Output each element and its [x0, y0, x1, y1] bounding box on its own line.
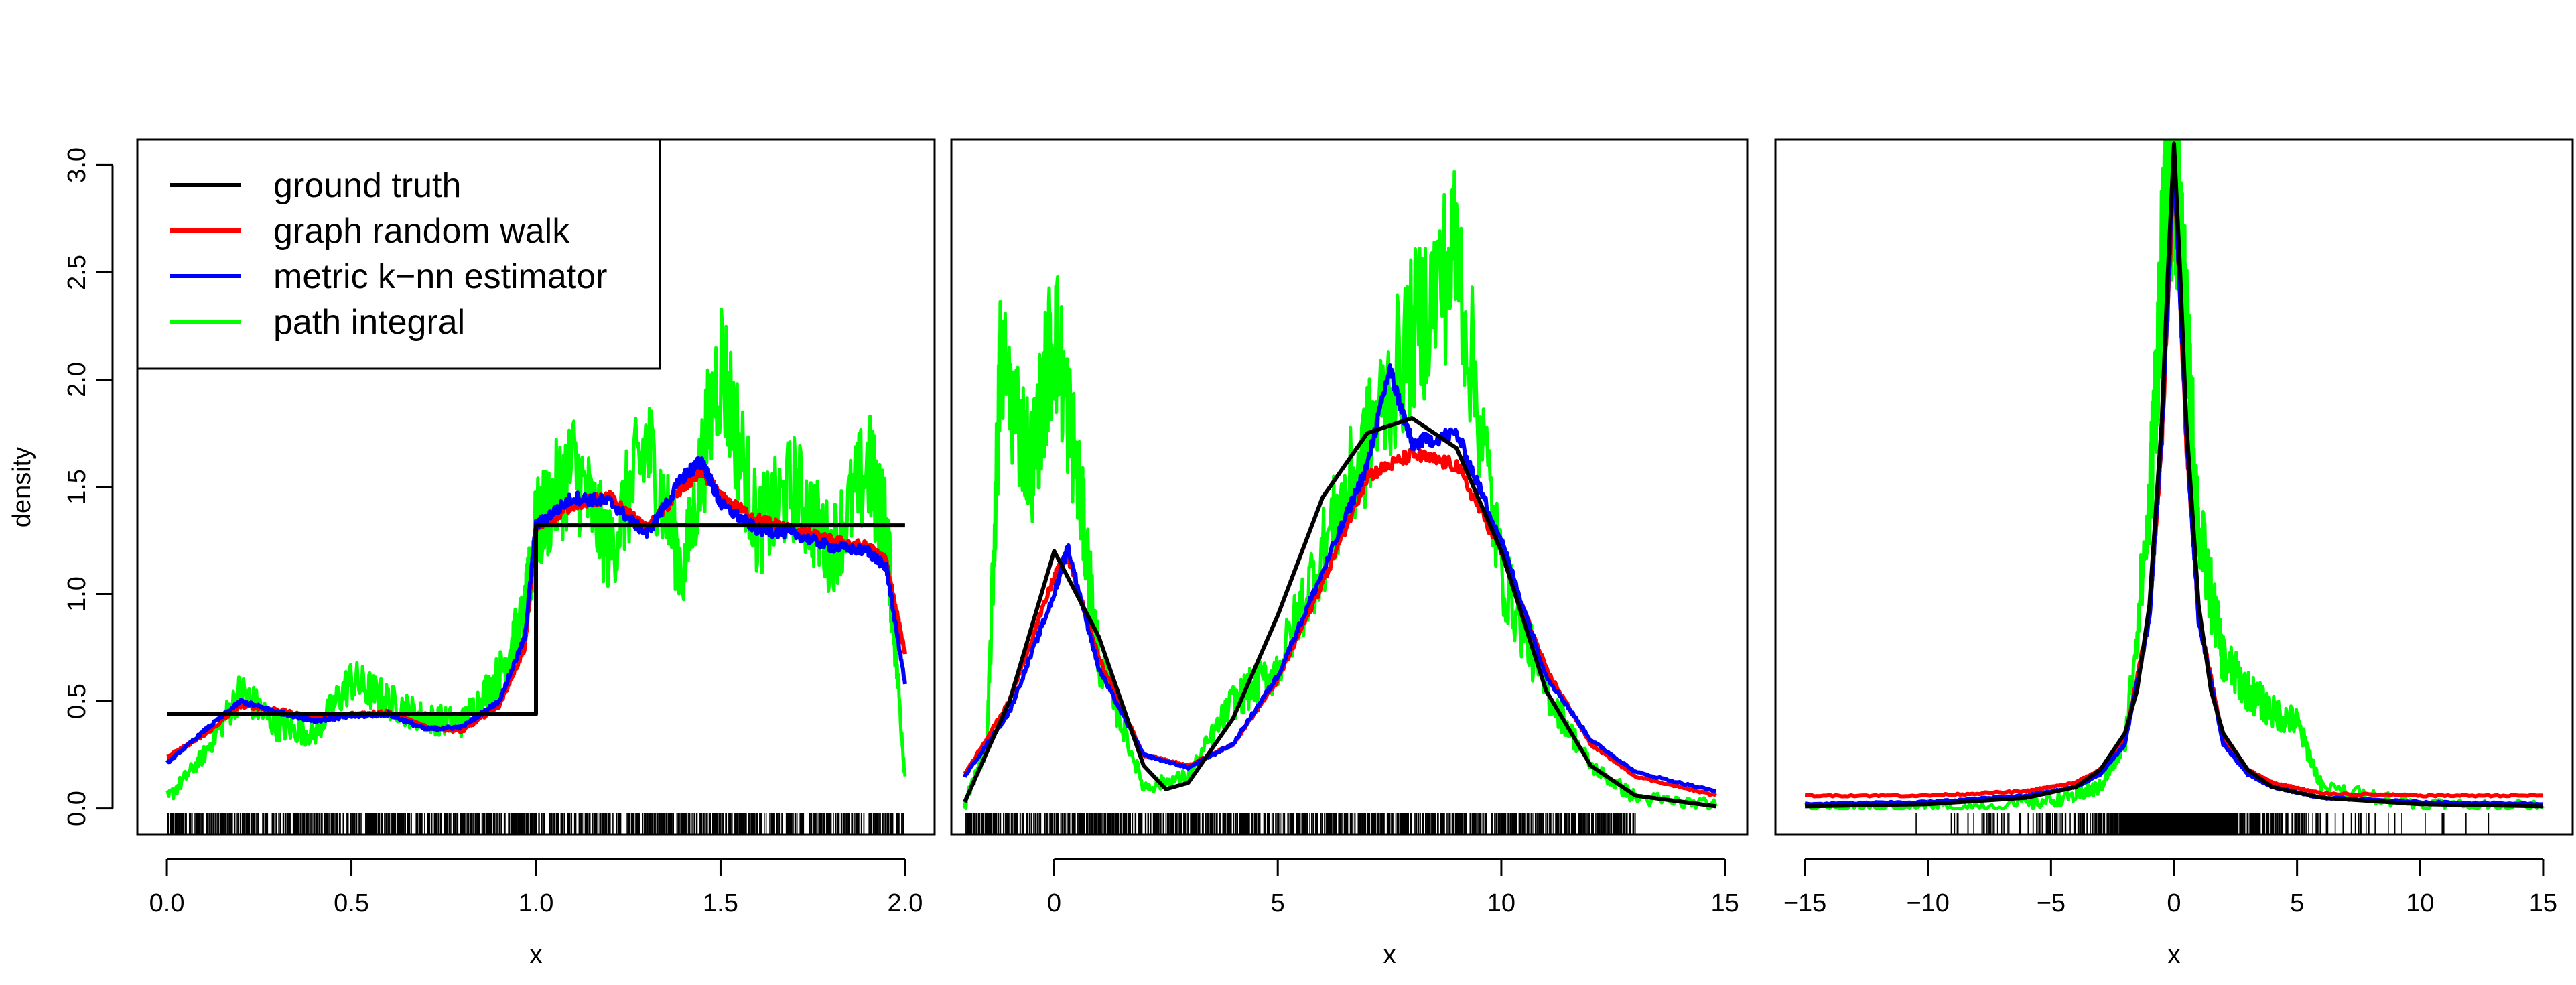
x-axis: 0 5 10 15 x — [1047, 858, 1739, 969]
rug — [167, 812, 904, 834]
panels: 0.0 0.5 1.0 1.5 2.0 x 0.0 0.5 1.0 1.5 2.0 2.5 3.0 gro… — [63, 138, 2574, 969]
x-tick-label: 10 — [1487, 889, 1515, 917]
plot-frame — [950, 138, 1749, 836]
x-tick-label: 5 — [1271, 889, 1285, 917]
plot-area — [963, 170, 1718, 834]
panel-3: −15 −10 −5 0 5 10 15 x — [1774, 138, 2574, 969]
x-tick-label: 0.5 — [334, 889, 369, 917]
plot-area — [165, 308, 907, 834]
rug — [1915, 812, 2490, 834]
y-tick-label: 0.5 — [63, 683, 91, 719]
y-tick-label: 3.0 — [63, 147, 91, 183]
series-line-ground-truth — [167, 523, 905, 716]
x-axis: 0.0 0.5 1.0 1.5 2.0 x — [149, 858, 923, 969]
legend: ground truth graph random walk metric k−nn… — [136, 138, 661, 370]
x-tick-label: 15 — [2529, 889, 2557, 917]
plot-frame — [1774, 138, 2574, 836]
x-tick-label: 0 — [1047, 889, 1061, 917]
x-axis-label: x — [530, 941, 543, 969]
legend-label: metric k−nn estimator — [273, 257, 608, 296]
x-tick-label: 0.0 — [149, 889, 185, 917]
x-tick-label: 5 — [2290, 889, 2304, 917]
x-tick-label: 1.5 — [703, 889, 738, 917]
legend-label: path integral — [273, 303, 465, 342]
x-tick-label: −15 — [1783, 889, 1826, 917]
x-tick-label: 10 — [2406, 889, 2434, 917]
series-line-ground-truth — [1805, 141, 2543, 809]
x-tick-label: 15 — [1710, 889, 1739, 917]
panel-1: 0.0 0.5 1.0 1.5 2.0 x 0.0 0.5 1.0 1.5 2.0 2.5 3.0 gro… — [63, 138, 936, 969]
y-axis-label: density — [8, 447, 36, 527]
y-axis: 0.0 0.5 1.0 1.5 2.0 2.5 3.0 — [63, 147, 114, 826]
y-tick-label: 0.0 — [63, 791, 91, 826]
x-axis-label: x — [1383, 941, 1396, 969]
rug — [965, 812, 1636, 834]
panel-2: 0 5 10 15 x — [950, 138, 1749, 969]
x-tick-label: 2.0 — [888, 889, 923, 917]
y-tick-label: 2.0 — [63, 362, 91, 397]
series-line-path-integral — [165, 308, 907, 801]
x-tick-label: 1.0 — [519, 889, 554, 917]
plot-area — [1804, 139, 2545, 834]
y-tick-label: 1.5 — [63, 469, 91, 505]
legend-label: ground truth — [273, 166, 461, 205]
x-axis-label: x — [2168, 941, 2181, 969]
x-axis: −15 −10 −5 0 5 10 15 x — [1783, 858, 2557, 969]
series-line-ground-truth — [963, 416, 1716, 809]
x-tick-label: −10 — [1906, 889, 1949, 917]
series-line-metric-knn — [963, 363, 1717, 793]
y-tick-label: 1.0 — [63, 576, 91, 612]
legend-label: graph random walk — [273, 212, 570, 251]
x-tick-label: −5 — [2037, 889, 2065, 917]
legend-box — [136, 138, 661, 370]
y-tick-label: 2.5 — [63, 255, 91, 290]
x-tick-label: 0 — [2167, 889, 2181, 917]
series-line-metric-knn — [165, 456, 907, 765]
